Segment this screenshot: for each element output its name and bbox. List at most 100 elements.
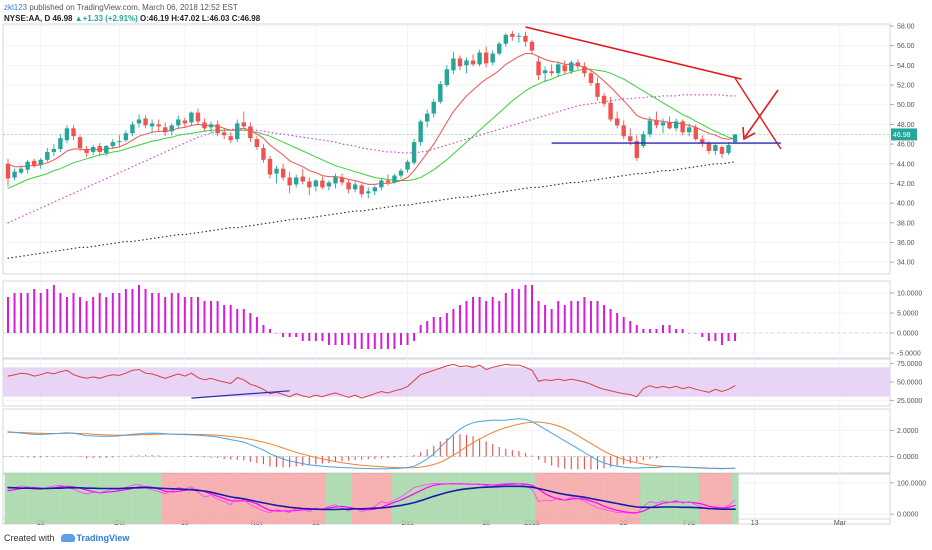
histogram-bar [458, 305, 461, 333]
regime-band [548, 473, 556, 524]
histogram-bar [426, 321, 429, 333]
regime-band [116, 473, 123, 524]
candle-body [359, 185, 364, 195]
candle-body [595, 83, 600, 97]
regime-band [640, 473, 647, 524]
regime-band [489, 473, 497, 524]
histogram-bar [210, 301, 213, 333]
histogram-bar [72, 293, 75, 333]
candle-body [575, 62, 581, 67]
candle-body [470, 60, 476, 65]
candle-body [215, 124, 220, 134]
histogram-bar [85, 301, 88, 333]
regime-band [83, 473, 91, 524]
candle-body [38, 159, 43, 165]
y-tick-label: 56.00 [897, 43, 915, 50]
y-tick-label: 2.0000 [897, 428, 919, 435]
ema-fast-line [7, 53, 736, 185]
histogram-bar [164, 297, 167, 333]
regime-band [122, 473, 130, 524]
candle-body [542, 70, 548, 74]
candle-body [673, 121, 679, 129]
candle-body [392, 175, 397, 183]
candle-body [719, 147, 725, 154]
regime-band [364, 473, 372, 524]
candle-body [189, 112, 194, 123]
candle-body [32, 160, 37, 166]
candle-body [366, 191, 371, 194]
histogram-bar [327, 333, 330, 345]
trendline-extension [734, 77, 782, 150]
candle-body [169, 125, 174, 132]
candle-body [379, 180, 384, 188]
candle-body [536, 61, 541, 76]
histogram-bar [616, 313, 619, 333]
histogram-bar [131, 289, 134, 333]
histogram-bar [183, 297, 186, 333]
candle-body [300, 176, 305, 182]
histogram-bar [373, 333, 376, 349]
histogram-bar [275, 333, 278, 334]
histogram-bar [196, 297, 199, 333]
candle-body [660, 122, 666, 126]
histogram-bar [472, 297, 475, 333]
regime-band [594, 473, 602, 524]
candle-body [149, 123, 155, 127]
histogram-bar [439, 317, 442, 333]
candle-body [588, 73, 594, 84]
y-tick-label: 75.0000 [897, 361, 922, 368]
candle-body [614, 118, 620, 126]
created-with-text: Created with [4, 533, 55, 543]
histogram-bar [39, 293, 42, 333]
histogram-bar [151, 293, 154, 333]
histogram-bar [413, 333, 416, 341]
candle-body [713, 145, 718, 151]
regime-band [378, 473, 385, 524]
candle-body [693, 127, 698, 140]
regime-band [731, 473, 739, 524]
candle-body [333, 176, 338, 184]
regime-band [495, 473, 503, 524]
y-tick-label: 48.00 [897, 122, 915, 129]
histogram-bar [52, 285, 55, 333]
regime-band [672, 473, 680, 524]
regime-band [666, 473, 674, 524]
regime-band [175, 473, 182, 524]
candle-body [320, 180, 325, 188]
candle-body [18, 168, 24, 173]
histogram-bar [734, 333, 737, 341]
histogram-bar [688, 333, 691, 334]
regime-band [502, 473, 510, 524]
histogram-bar [223, 305, 226, 333]
candle-body [261, 148, 266, 160]
candle-body [254, 139, 260, 148]
regime-band [89, 473, 97, 524]
histogram-bar [583, 297, 586, 333]
candle-body [700, 139, 705, 144]
regime-band [325, 473, 333, 524]
histogram-bar [65, 297, 68, 333]
candle-body [687, 127, 692, 133]
regime-band [712, 473, 719, 524]
candle-body [287, 177, 292, 186]
histogram-bar [354, 333, 357, 349]
regime-band [312, 473, 320, 524]
author-link[interactable]: zkl123 [4, 3, 28, 12]
candle-body [195, 112, 201, 122]
y-tick-label: 50.00 [897, 102, 915, 109]
candle-body [425, 113, 430, 122]
y-tick-label: 46.00 [897, 142, 915, 149]
candle-body [732, 134, 738, 143]
regime-band [279, 473, 287, 524]
regime-band [437, 473, 444, 524]
annotation-arrow-head [742, 126, 756, 141]
histogram-bar [406, 333, 409, 345]
y-tick-label: 54.00 [897, 63, 915, 70]
tradingview-brand[interactable]: TradingView [76, 533, 130, 543]
ohlc-low: L:46.03 [201, 14, 230, 23]
y-tick-label: -5.0000 [897, 351, 921, 358]
candle-body [339, 177, 345, 183]
histogram-bar [642, 329, 645, 333]
histogram-bar [341, 333, 344, 345]
